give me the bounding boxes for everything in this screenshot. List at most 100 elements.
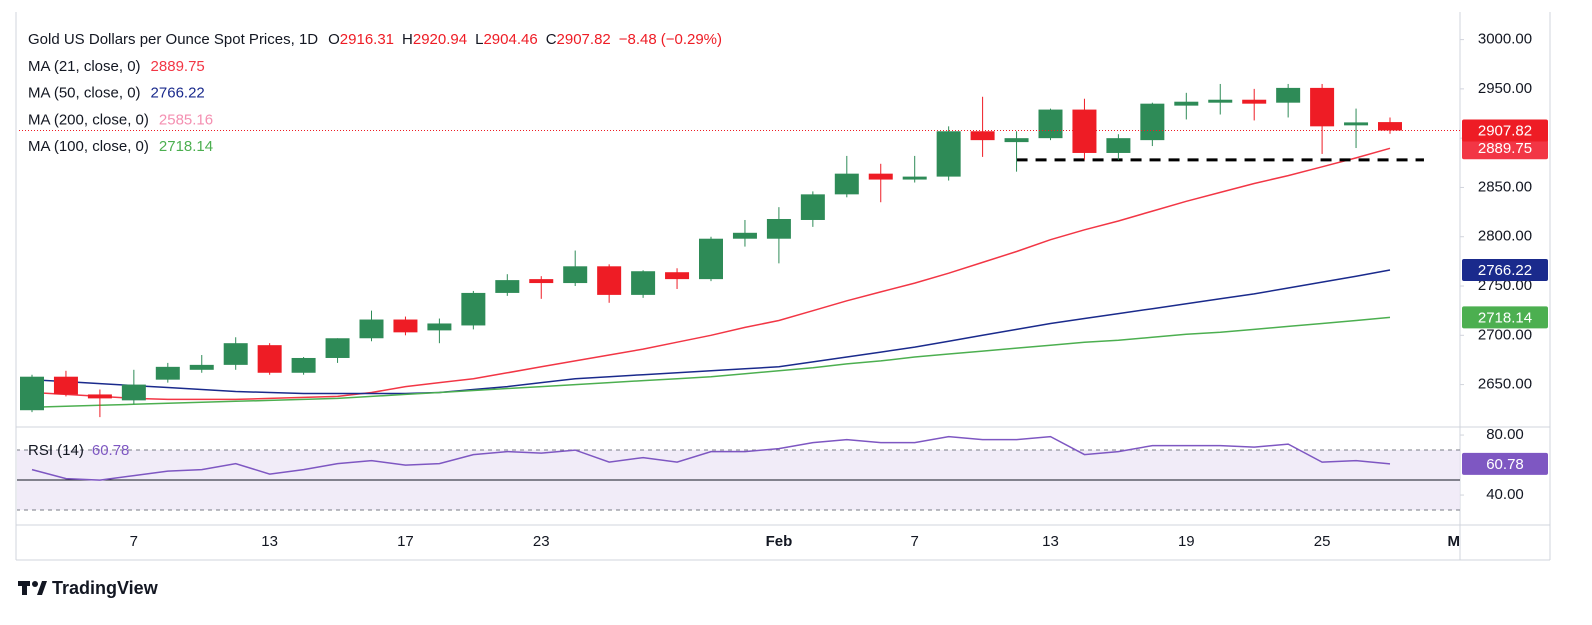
y-tick-label: 3000.00 — [1478, 31, 1532, 48]
candle-body — [325, 338, 350, 358]
price-badge-label: 60.78 — [1486, 456, 1524, 473]
x-tick-label: 19 — [1178, 533, 1195, 550]
ohlc-label: H — [402, 31, 413, 48]
legend-entry: MA (200, close, 0) 2585.16 — [28, 111, 213, 128]
ohlc-value: 2904.46 — [483, 31, 537, 48]
candle-body — [189, 364, 214, 370]
candle-body — [87, 394, 112, 399]
legend-value: 60.78 — [92, 442, 130, 459]
candle-body — [495, 280, 520, 293]
ohlc-value: 2907.82 — [557, 31, 611, 48]
legend-value: 2766.22 — [151, 85, 205, 102]
y-tick-label: 80.00 — [1486, 426, 1524, 443]
ohlc-label: C — [546, 31, 557, 48]
candle-body — [291, 357, 316, 373]
rsi-line — [31, 435, 1391, 481]
candle-body — [1276, 87, 1301, 103]
logo: TradingView — [18, 578, 159, 598]
candle-body — [1344, 122, 1369, 126]
candle-body — [121, 384, 146, 401]
candle-body — [155, 366, 180, 380]
legend-entry: MA (100, close, 0) 2718.14 — [28, 138, 213, 155]
y-tick-label: 2650.00 — [1478, 376, 1532, 393]
candle-body — [53, 376, 78, 395]
price-badge-label: 2907.82 — [1478, 122, 1532, 139]
candle-body — [1378, 122, 1402, 131]
legend-name: MA (100, close, 0) — [28, 138, 149, 155]
chart-title: Gold US Dollars per Ounce Spot Prices, 1… — [28, 31, 318, 48]
y-tick-label: 2800.00 — [1478, 228, 1532, 245]
candle-body — [461, 292, 486, 326]
y-tick-label: 2950.00 — [1478, 80, 1532, 97]
candle-body — [597, 266, 622, 295]
candle-body — [1242, 99, 1267, 104]
price-badge — [1462, 137, 1548, 160]
price-badge — [1462, 452, 1548, 475]
legend-name: MA (50, close, 0) — [28, 85, 141, 102]
candle-body — [665, 272, 690, 280]
frame — [15, 12, 1551, 561]
legend-name: RSI (14) — [28, 442, 84, 459]
x-tick-label: 17 — [397, 533, 414, 550]
legend-value: 2889.75 — [151, 58, 205, 75]
price-badge-label: 2766.22 — [1478, 262, 1532, 279]
x-tick-label: 23 — [533, 533, 550, 550]
x-tick-label: 13 — [261, 533, 278, 550]
candle-body — [699, 238, 723, 280]
legend-entry: MA (21, close, 0) 2889.75 — [28, 58, 205, 75]
x-tick-label: 13 — [1042, 533, 1059, 550]
change-percent: (−0.29%) — [661, 31, 722, 48]
candle-body — [1038, 109, 1063, 139]
moving-average-line — [31, 269, 1391, 395]
x-tick-label: 7 — [130, 533, 138, 550]
candle-body — [936, 131, 961, 177]
legend: Gold US Dollars per Ounce Spot Prices, 1… — [28, 31, 722, 459]
ohlc-label: O — [328, 31, 340, 48]
legend-value: 2718.14 — [159, 138, 213, 155]
axes: 2650.002700.002750.002800.002850.002900.… — [1460, 31, 1548, 503]
candle-body — [970, 131, 995, 141]
moving-average-line — [31, 147, 1391, 401]
price-badge-label: 2718.14 — [1478, 309, 1532, 326]
candle-body — [800, 194, 825, 220]
candle-body — [393, 319, 418, 333]
candle-body — [20, 376, 44, 411]
moving-average-line — [31, 316, 1391, 409]
candle-body — [631, 271, 656, 295]
candle-body — [1004, 138, 1029, 143]
candle-body — [1072, 109, 1097, 153]
brand-name: TradingView — [52, 578, 159, 598]
candle-body — [902, 176, 927, 180]
ohlc-label: L — [475, 31, 483, 48]
candle-body — [766, 218, 791, 239]
legend-name: MA (200, close, 0) — [28, 111, 149, 128]
candle-body — [223, 343, 248, 365]
legend-name: MA (21, close, 0) — [28, 58, 141, 75]
legend-entry: MA (50, close, 0) 2766.22 — [28, 85, 205, 102]
ohlc-value: 2920.94 — [413, 31, 467, 48]
candle-body — [834, 173, 859, 195]
candle-body — [1140, 103, 1165, 141]
candle-body — [1208, 99, 1233, 103]
candle-body — [359, 319, 384, 339]
candle-body — [427, 323, 452, 331]
x-tick-label: 25 — [1314, 533, 1331, 550]
candle-body — [868, 173, 893, 180]
candle-body — [1106, 138, 1131, 153]
candle-body — [732, 232, 757, 239]
y-tick-label: 40.00 — [1486, 486, 1524, 503]
y-tick-label: 2850.00 — [1478, 178, 1532, 195]
plot-area: 7 13 17 23 Feb 7 13 19 25 Ma — [17, 83, 1468, 550]
candle-body — [563, 266, 588, 284]
x-tick-label: Ma — [1447, 533, 1468, 550]
y-tick-label: 2750.00 — [1478, 277, 1532, 294]
legend-value: 2585.16 — [159, 111, 213, 128]
candle-body — [529, 279, 554, 284]
y-tick-label: 2700.00 — [1478, 326, 1532, 343]
candle-body — [257, 345, 282, 373]
price-badge — [1462, 259, 1548, 282]
rsi-legend: RSI (14) 60.78 — [28, 442, 129, 459]
ohlc-value: 2916.31 — [340, 31, 394, 48]
